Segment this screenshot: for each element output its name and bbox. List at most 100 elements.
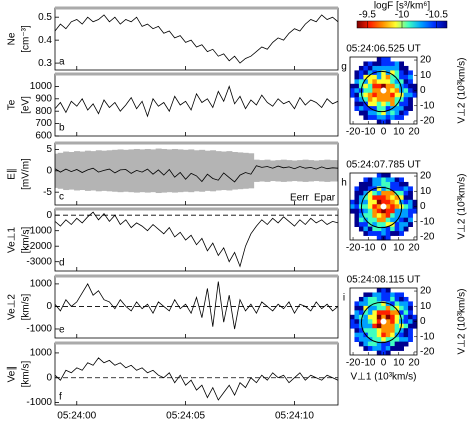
distribution-cell xyxy=(363,296,369,302)
distribution-cell xyxy=(390,97,396,103)
distribution-cell xyxy=(381,115,387,120)
distribution-cell xyxy=(381,231,387,236)
distribution-cell xyxy=(394,208,400,214)
distribution-cell xyxy=(372,92,378,98)
distribution-cell xyxy=(390,88,396,94)
y-tick-label: 0 xyxy=(46,210,52,221)
distribution-cell xyxy=(385,173,391,178)
distribution-cell xyxy=(363,92,369,98)
error-band xyxy=(248,153,255,189)
distribution-cell xyxy=(372,231,378,236)
distribution-cell xyxy=(385,61,391,67)
x-tick-label: 20 xyxy=(408,243,420,254)
distribution-cell xyxy=(390,92,396,98)
distribution-cell xyxy=(376,288,382,293)
panel-frame xyxy=(54,342,339,406)
error-band xyxy=(106,150,113,192)
distribution-cell xyxy=(372,88,378,94)
panel-label: f xyxy=(59,392,62,403)
distribution-cell xyxy=(358,110,364,116)
distribution-cell xyxy=(372,101,378,107)
distribution-cell xyxy=(403,213,409,219)
distribution-cell xyxy=(358,337,364,342)
distribution-cell xyxy=(372,61,378,67)
distribution-cell xyxy=(390,226,396,232)
distribution-cell xyxy=(358,328,364,334)
distribution-cell xyxy=(394,199,400,205)
distribution-cell xyxy=(363,190,369,196)
distribution-cell xyxy=(381,323,387,329)
distribution-cell xyxy=(354,199,360,205)
distribution-cell xyxy=(367,186,373,192)
error-band xyxy=(139,149,146,193)
y-tick-label: 5 xyxy=(46,144,52,155)
distribution-cell xyxy=(385,319,391,325)
distribution-cell xyxy=(403,101,409,107)
distribution-cell xyxy=(403,314,409,320)
distribution-cell xyxy=(376,319,382,325)
distribution-cell xyxy=(408,310,413,316)
x-tick-label: -20 xyxy=(346,127,361,138)
distribution-cell xyxy=(403,88,409,94)
distribution-cell xyxy=(403,319,409,325)
distribution-cell xyxy=(403,79,409,85)
distribution-cell xyxy=(376,57,382,62)
reference-circle xyxy=(360,70,403,113)
distribution-cell xyxy=(390,79,396,85)
distribution-cell xyxy=(390,346,396,351)
distribution-cell xyxy=(403,190,409,196)
y-tick-label: -20 xyxy=(420,232,435,243)
x-tick-label: 0 xyxy=(381,358,387,369)
distribution-cell xyxy=(403,217,409,223)
distribution-cell xyxy=(363,337,369,342)
distribution-cell xyxy=(390,177,396,183)
error-band xyxy=(144,148,151,193)
y-tick-label: 0.4 xyxy=(38,35,52,46)
distribution-cell xyxy=(385,181,391,187)
distribution-cell xyxy=(408,328,413,334)
distribution-cell xyxy=(399,70,404,76)
distribution-cell xyxy=(408,83,413,89)
distribution-cell xyxy=(363,305,369,311)
distribution-cell xyxy=(385,310,391,316)
distribution-cell xyxy=(358,83,364,89)
distribution-cell xyxy=(381,173,387,178)
y-tick-label: -10 xyxy=(420,100,435,111)
data-line xyxy=(55,281,338,330)
error-band xyxy=(84,150,91,191)
y-axis-label: V⊥2 (10³km/s) xyxy=(457,174,468,240)
distribution-cell xyxy=(376,346,382,351)
error-band xyxy=(161,148,168,193)
error-band xyxy=(101,150,108,191)
distribution-cell xyxy=(376,70,382,76)
distribution-cell xyxy=(381,217,387,223)
distribution-cell xyxy=(381,292,387,298)
distribution-cell xyxy=(399,110,404,116)
distribution-cell xyxy=(385,213,391,219)
y-axis-label: V⊥2 (10³km/s) xyxy=(457,58,468,124)
distribution-cell xyxy=(385,92,391,98)
distribution-cell xyxy=(367,204,373,210)
y-tick-label: 20 xyxy=(420,286,432,297)
distribution-cell xyxy=(394,65,400,71)
distribution-cell xyxy=(372,190,378,196)
distribution-cell xyxy=(376,74,382,80)
y-tick-label: -5 xyxy=(43,187,52,198)
distribution-cell xyxy=(372,106,378,111)
distribution-cell xyxy=(363,181,369,187)
distribution-cell xyxy=(394,74,400,80)
error-band xyxy=(193,150,200,192)
distribution-cell xyxy=(381,110,387,116)
error-band xyxy=(57,152,64,189)
distribution-cell xyxy=(381,296,387,302)
distribution-cell xyxy=(367,115,373,120)
panel-label: a xyxy=(59,57,65,68)
plot-area xyxy=(55,85,338,118)
distribution-cell xyxy=(358,305,364,311)
distribution-cell xyxy=(399,74,404,80)
distribution-cell xyxy=(390,65,396,71)
y-tick-label: 0.5 xyxy=(38,12,52,23)
distribution-cell xyxy=(408,301,413,307)
distribution-cell xyxy=(399,97,404,103)
distribution-cell xyxy=(394,213,400,219)
